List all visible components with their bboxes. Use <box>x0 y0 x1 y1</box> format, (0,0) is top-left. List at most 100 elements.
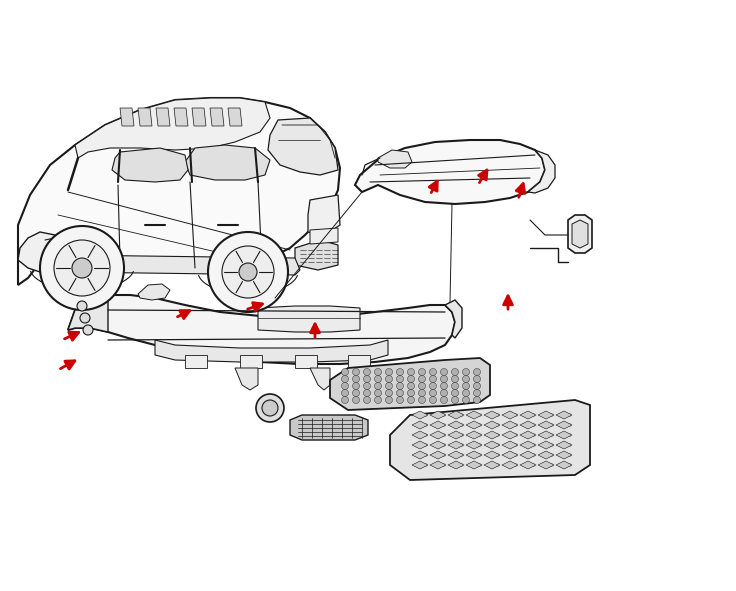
Circle shape <box>462 397 470 404</box>
Circle shape <box>451 369 459 375</box>
Circle shape <box>430 389 436 397</box>
Polygon shape <box>68 295 108 332</box>
Polygon shape <box>484 451 500 459</box>
Circle shape <box>386 382 392 389</box>
Circle shape <box>364 389 370 397</box>
Circle shape <box>342 369 349 375</box>
Polygon shape <box>466 421 482 429</box>
Circle shape <box>375 375 381 382</box>
Circle shape <box>72 258 92 278</box>
Circle shape <box>397 375 403 382</box>
Polygon shape <box>412 411 428 419</box>
Polygon shape <box>185 355 207 368</box>
Polygon shape <box>268 118 338 175</box>
Polygon shape <box>192 108 206 126</box>
Polygon shape <box>538 411 554 419</box>
Polygon shape <box>528 150 555 193</box>
Circle shape <box>408 375 414 382</box>
Polygon shape <box>348 355 370 368</box>
Polygon shape <box>538 461 554 469</box>
Circle shape <box>386 397 392 404</box>
Polygon shape <box>310 228 338 244</box>
Polygon shape <box>295 355 317 368</box>
Polygon shape <box>155 340 388 362</box>
Circle shape <box>54 240 110 296</box>
Polygon shape <box>210 108 224 126</box>
Circle shape <box>83 325 93 335</box>
Polygon shape <box>466 431 482 439</box>
Polygon shape <box>430 461 446 469</box>
Circle shape <box>239 263 257 281</box>
Circle shape <box>441 397 447 404</box>
Polygon shape <box>466 411 482 419</box>
Polygon shape <box>484 461 500 469</box>
Circle shape <box>419 369 425 375</box>
Polygon shape <box>520 431 536 439</box>
Circle shape <box>441 389 447 397</box>
Circle shape <box>80 313 90 323</box>
Polygon shape <box>412 421 428 429</box>
Circle shape <box>222 246 274 298</box>
Circle shape <box>342 389 349 397</box>
Polygon shape <box>448 411 464 419</box>
Polygon shape <box>120 108 134 126</box>
Circle shape <box>408 369 414 375</box>
Polygon shape <box>556 441 572 449</box>
Polygon shape <box>355 140 545 204</box>
Polygon shape <box>330 358 490 410</box>
Polygon shape <box>484 431 500 439</box>
Circle shape <box>342 397 349 404</box>
Polygon shape <box>258 306 360 332</box>
Circle shape <box>419 389 425 397</box>
Circle shape <box>353 375 359 382</box>
Circle shape <box>353 369 359 375</box>
Polygon shape <box>502 421 518 429</box>
Polygon shape <box>430 431 446 439</box>
Circle shape <box>451 389 459 397</box>
Polygon shape <box>390 400 590 480</box>
Polygon shape <box>556 461 572 469</box>
Polygon shape <box>430 421 446 429</box>
Circle shape <box>386 375 392 382</box>
Polygon shape <box>308 195 340 235</box>
Circle shape <box>375 397 381 404</box>
Polygon shape <box>484 441 500 449</box>
Polygon shape <box>556 451 572 459</box>
Circle shape <box>40 226 124 310</box>
Circle shape <box>256 394 284 422</box>
Polygon shape <box>174 108 188 126</box>
Circle shape <box>451 397 459 404</box>
Polygon shape <box>572 220 588 248</box>
Circle shape <box>462 375 470 382</box>
Circle shape <box>364 382 370 389</box>
Polygon shape <box>568 215 592 253</box>
Circle shape <box>364 397 370 404</box>
Circle shape <box>208 232 288 312</box>
Circle shape <box>462 389 470 397</box>
Circle shape <box>353 389 359 397</box>
Polygon shape <box>412 431 428 439</box>
Polygon shape <box>556 431 572 439</box>
Polygon shape <box>556 421 572 429</box>
Polygon shape <box>240 355 262 368</box>
Circle shape <box>397 382 403 389</box>
Circle shape <box>462 382 470 389</box>
Circle shape <box>353 382 359 389</box>
Circle shape <box>364 369 370 375</box>
Polygon shape <box>295 240 338 270</box>
Circle shape <box>430 369 436 375</box>
Circle shape <box>430 397 436 404</box>
Polygon shape <box>466 441 482 449</box>
Circle shape <box>397 369 403 375</box>
Polygon shape <box>58 255 300 275</box>
Circle shape <box>419 375 425 382</box>
Circle shape <box>473 369 481 375</box>
Polygon shape <box>502 431 518 439</box>
Polygon shape <box>448 431 464 439</box>
Circle shape <box>473 375 481 382</box>
Polygon shape <box>448 461 464 469</box>
Polygon shape <box>520 451 536 459</box>
Circle shape <box>408 397 414 404</box>
Circle shape <box>462 369 470 375</box>
Circle shape <box>386 369 392 375</box>
